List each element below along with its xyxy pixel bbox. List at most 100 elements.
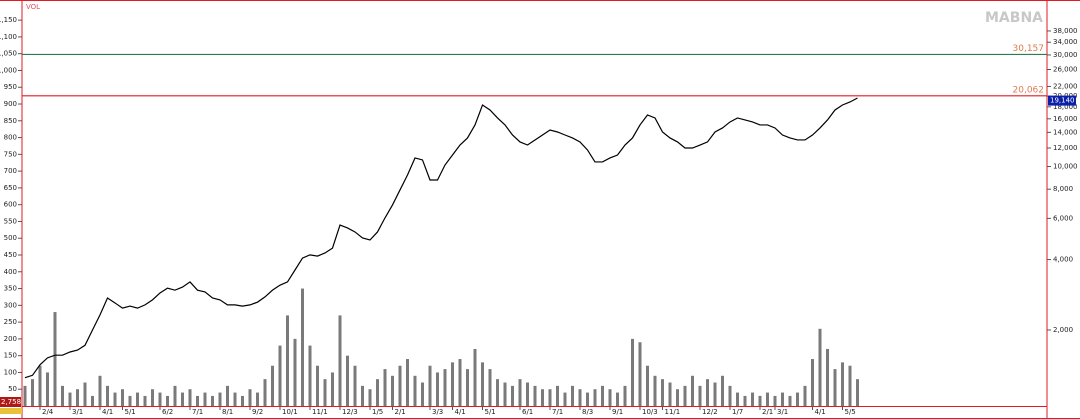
volume-bar [316, 365, 319, 406]
volume-bar [136, 392, 139, 406]
y-tick-label: 550 [4, 217, 17, 225]
volume-bar [803, 385, 807, 406]
corner-marker [0, 408, 22, 414]
x-tick-label: 10/3 [642, 408, 658, 416]
volume-bar [458, 359, 462, 406]
volume-bar [713, 382, 717, 406]
y-tick-label: 400 [4, 268, 17, 276]
volume-bar [83, 382, 87, 406]
x-tick-label: 3/1 [777, 408, 788, 416]
y2-tick-label: 4,000 [1053, 256, 1073, 264]
y-tick-label: 650 [4, 184, 17, 192]
volume-bar [481, 362, 484, 406]
x-tick-label: 11/1 [665, 408, 681, 416]
volume-bar [736, 392, 739, 406]
y-tick-label: 100 [4, 368, 17, 376]
volume-bar [781, 392, 784, 406]
volume-bar [428, 365, 432, 406]
volume-bar [773, 395, 777, 406]
x-tick-label: 12/2 [702, 408, 718, 416]
x-tick-label: 2/4 [42, 408, 54, 416]
y-tick-label: 950 [4, 83, 17, 91]
volume-bar [811, 359, 814, 406]
volume-bar [106, 385, 109, 406]
volume-bar [226, 385, 229, 406]
y-tick-label: 600 [4, 201, 17, 209]
volume-bar [548, 389, 552, 406]
volume-bar [68, 392, 72, 406]
x-tick-label: 4/1 [102, 408, 113, 416]
volume-bar [443, 369, 447, 406]
volume-bar [608, 389, 612, 406]
y-tick-label: 200 [4, 335, 17, 343]
y-tick-label: 250 [4, 318, 17, 326]
volume-bar [646, 365, 649, 406]
x-tick-label: 8/1 [222, 408, 233, 416]
watermark-title: MABNA [985, 10, 1043, 26]
y-tick-label: 1,050 [0, 50, 17, 58]
volume-bar [23, 385, 27, 406]
volume-bar [121, 389, 124, 406]
volume-bar [818, 328, 822, 406]
volume-bar [571, 385, 574, 406]
volume-bar [53, 312, 57, 406]
x-tick-label: 4/1 [455, 408, 466, 416]
price-line [24, 97, 858, 379]
x-tick-label: 2/1 [395, 408, 406, 416]
volume-bar [301, 288, 304, 406]
y2-tick-label: 26,000 [1053, 65, 1078, 73]
volume-bar [256, 392, 259, 406]
volume-bar [173, 385, 177, 406]
volume-bar [593, 389, 597, 406]
y2-tick-label: 2,000 [1053, 326, 1073, 334]
level-label: 20,062 [1013, 85, 1045, 95]
volume-bar [143, 395, 147, 406]
y-tick-label: 1,100 [0, 33, 17, 41]
y-tick-label: 1,000 [0, 66, 17, 74]
last-price-label: 19,140 [1050, 97, 1075, 105]
volume-bar [421, 382, 424, 406]
volume-bar [661, 379, 664, 406]
volume-bar [263, 379, 267, 406]
volume-bar [503, 382, 507, 406]
x-tick-label: 12/3 [342, 408, 358, 416]
x-tick-label: 7/1 [552, 408, 563, 416]
volume-bar [31, 379, 34, 406]
y2-tick-label: 12,000 [1053, 144, 1078, 152]
volume-bar [796, 392, 799, 406]
volume-bar [511, 385, 514, 406]
last-price-box [1048, 95, 1076, 106]
x-tick-label: 3/3 [432, 408, 443, 416]
volume-bar [376, 379, 379, 406]
y-tick-label: 50 [8, 385, 17, 393]
volume-bar [203, 392, 207, 406]
volume-bar [128, 395, 132, 406]
volume-bar [391, 375, 394, 406]
volume-bar [188, 389, 192, 406]
volume-bar [788, 395, 792, 406]
y-tick-label: 450 [4, 251, 17, 259]
volume-bar [526, 382, 529, 406]
volume-bar [488, 369, 492, 406]
x-tick-label: 5/5 [845, 408, 856, 416]
y2-tick-label: 22,000 [1053, 82, 1078, 90]
y-tick-label: 1,150 [0, 16, 17, 24]
y-tick-label: 300 [4, 301, 17, 309]
volume-bar [398, 365, 402, 406]
volume-bar [563, 392, 567, 406]
volume-bar [556, 385, 559, 406]
volume-bar [286, 315, 289, 406]
y2-tick-label: 14,000 [1053, 128, 1078, 136]
x-tick-label: 5/1 [485, 408, 496, 416]
y2-tick-label: 34,000 [1053, 38, 1078, 46]
volume-bar [616, 392, 619, 406]
x-tick-label: 8/3 [582, 408, 593, 416]
volume-bar [841, 362, 844, 406]
y-tick-label: 800 [4, 134, 17, 142]
volume-bar [331, 372, 334, 406]
x-tick-label: 9/2 [252, 408, 263, 416]
volume-bar [211, 395, 214, 406]
volume-bar [473, 348, 477, 406]
